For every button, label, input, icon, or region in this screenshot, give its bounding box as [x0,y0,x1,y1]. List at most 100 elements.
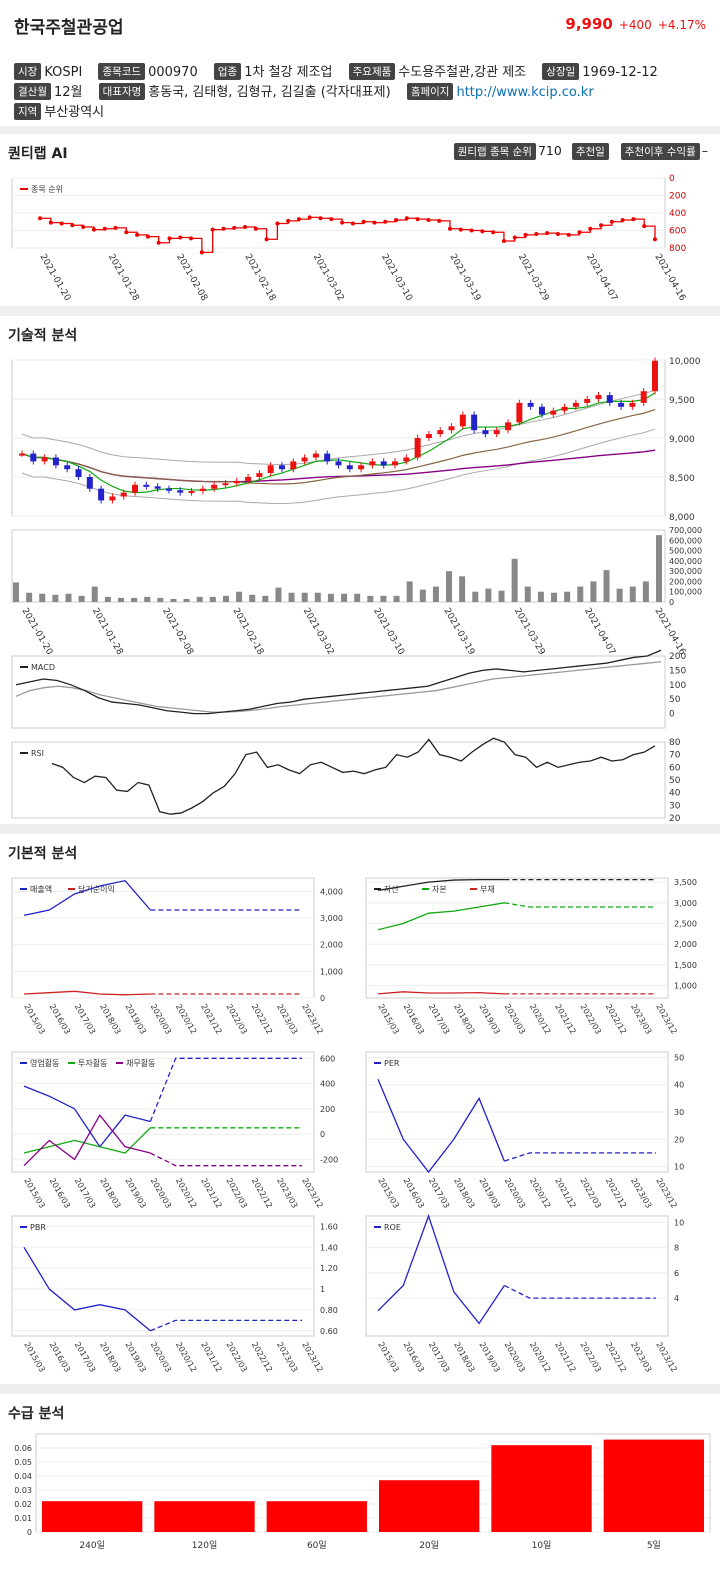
rank-point [167,236,172,241]
fund-tick-label: 1,000 [674,982,697,991]
industry-tag: 업종 [213,63,242,80]
macd-tick-label: 50 [669,695,681,705]
x-tick-label: 2016/03 [48,1003,72,1036]
candle-body [177,490,184,493]
rank-point [253,226,258,231]
rank-point [512,235,517,240]
x-tick-label: 2018/03 [98,1003,122,1036]
homepage-link[interactable]: http://www.kcip.co.kr [456,85,594,100]
fund-tick-label: 1 [320,1285,325,1294]
rsi-legend-label: RSI [31,749,44,758]
flow-category-label: 5일 [647,1540,661,1551]
rank-point [653,237,657,242]
flow-bar [603,1439,704,1532]
candle-body [256,473,263,477]
rank-point [599,223,604,228]
x-tick-label: 2021-03-02 [311,253,346,303]
volume-bar [288,592,295,602]
rank-point [286,218,291,223]
flow-tick-label: 0 [27,1528,32,1537]
candle-body [245,477,252,481]
candle-body [98,488,105,501]
stock-header: 한국주철관공업 9,990 +400 +4.17% 시장 KOSPI 종목코드 0009… [0,0,720,126]
macd-legend-label: MACD [31,663,55,672]
candle-body [132,484,139,493]
x-tick-label: 2021-03-29 [512,607,547,658]
x-tick-label: 2023/12 [300,1003,324,1036]
flow-frame [35,1433,711,1533]
x-tick-label: 2022/03 [578,1003,602,1036]
volume-bar [157,597,164,602]
x-tick-label: 2021/12 [199,1003,223,1036]
rank-point [437,218,442,223]
supply-title: 수급 분석 [8,1406,65,1422]
volume-bar [524,586,531,602]
volume-bar [354,593,361,602]
volume-bar [551,592,558,602]
volume-bar [537,591,544,602]
x-tick-label: 2017/03 [73,1003,97,1036]
return-tag: 추천이후 수익률 [620,143,700,160]
volume-tick-label: 400,000 [669,557,702,566]
fund-tick-label: 8 [674,1244,679,1253]
x-tick-label: 2020/03 [503,1341,527,1374]
macd-signal-line [15,661,662,713]
series-forecast [504,1284,656,1299]
volume-bar [39,593,46,602]
x-tick-label: 2022/12 [250,1341,274,1374]
y-tick-label: 400 [669,209,686,219]
candle-body [64,465,71,470]
fund-tick-label: 50 [674,1053,684,1062]
y-tick-label: 600 [669,227,686,237]
volume-bar [262,595,269,602]
fund-tick-label: 600 [320,1054,335,1063]
fund-tick-label: 40 [674,1081,684,1090]
flow-category-label: 240일 [79,1540,104,1551]
legend-label: 종목 순위 [31,185,63,194]
x-tick-label: 2016/03 [402,1341,426,1374]
x-tick-label: 2017/03 [73,1341,97,1374]
volume-bar [131,597,138,602]
candle-body [30,453,37,462]
legend-label: 부채 [480,884,495,894]
volume-bar [236,591,243,602]
candle-body [392,461,399,466]
candle-body [165,488,172,491]
flow-bar [42,1501,143,1532]
candle-body [19,453,25,456]
volume-bar [590,581,597,602]
price-value: 9,990 [565,15,613,33]
rsi-tick-label: 50 [669,776,681,786]
fund-tick-label: 0.60 [320,1327,338,1336]
candle-body [640,391,647,403]
y-tick-label: 200 [669,192,686,202]
x-tick-label: 2020/12 [528,1341,552,1374]
volume-bar [209,596,216,602]
candle-body [527,402,534,407]
x-tick-label: 2021-03-19 [447,253,482,304]
volume-bar [367,595,374,602]
fund-tick-label: 0 [320,1130,325,1139]
x-tick-label: 2021-04-16 [652,607,687,658]
volume-tick-label: 0 [669,598,674,607]
fund-tick-label: 4,000 [320,887,343,896]
ceo-value: 홍동국, 김태형, 김형규, 김길출 (각자대표제) [148,85,391,100]
x-tick-label: 2022/03 [224,1177,248,1210]
industry-value: 1차 철강 제조업 [244,65,333,80]
rank-point [59,221,64,226]
series-line [377,1079,505,1174]
rank-point [81,225,86,229]
rank-point [243,225,247,229]
fund-tick-label: 2,000 [674,940,697,949]
series-line [23,879,151,916]
legend-label: ROE [384,1223,401,1232]
series-line [377,879,505,892]
x-tick-label: 2020/12 [174,1177,198,1210]
fund-tick-label: 10 [674,1218,684,1227]
fund-tick-label: 1.20 [320,1264,338,1273]
x-tick-label: 2021/12 [199,1177,223,1210]
rank-point [458,227,463,232]
volume-bar [511,558,518,602]
x-tick-label: 2016/03 [48,1177,72,1210]
rank-point [404,216,409,221]
